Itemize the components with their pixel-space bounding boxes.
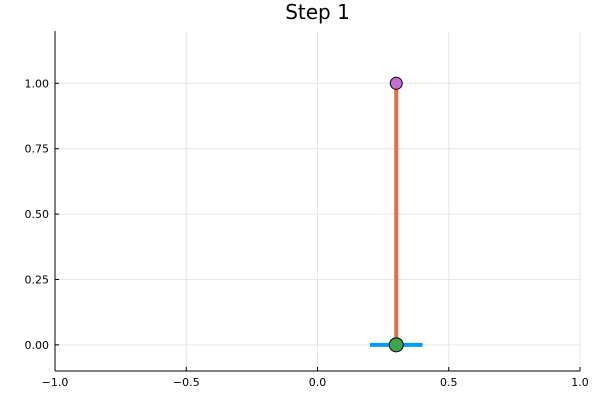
tick-layer: −1.0 −0.5 0.0 0.5 1.0 0.00 0.25 0.50 0.75 1.00 [25, 77, 589, 389]
grid-layer [54, 31, 581, 371]
x-tick-label: −1.0 [42, 376, 69, 389]
x-tick-label: 0.0 [309, 376, 327, 389]
x-tick-label: −0.5 [173, 376, 200, 389]
y-tick-label: 0.50 [25, 208, 50, 221]
y-tick-label: 0.25 [25, 273, 50, 286]
chart-title: Step 1 [285, 0, 350, 24]
y-tick-label: 0.75 [25, 143, 50, 156]
y-tick-label: 0.00 [25, 339, 50, 352]
data-point [388, 337, 404, 353]
x-tick-label: 0.5 [440, 376, 458, 389]
y-tick-label: 1.00 [25, 77, 50, 90]
marker-layer [388, 76, 404, 353]
x-tick-label: 1.0 [571, 376, 589, 389]
data-point [389, 76, 403, 90]
